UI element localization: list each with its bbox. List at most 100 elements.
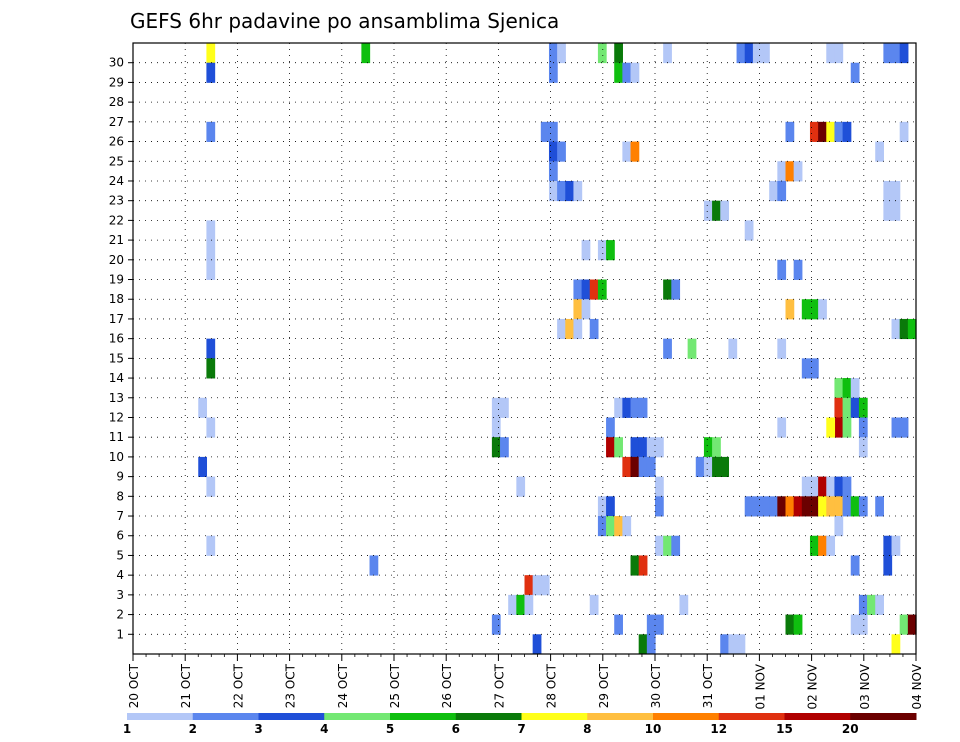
heatmap-cell: [842, 378, 852, 399]
y-tick-label: 14: [109, 371, 124, 385]
heatmap-cell: [891, 180, 901, 202]
heatmap-cell: [834, 397, 844, 418]
x-tick-labels: 20 OCT 21 OCT 22 OCT 23 OCT 24 OCT 25 OCT 26 O…: [127, 663, 924, 709]
heatmap-cell: [491, 397, 501, 418]
colorbar-label: 15: [776, 722, 793, 736]
heatmap-cell: [842, 121, 852, 142]
heatmap-cell: [557, 141, 566, 162]
heatmap-cell: [655, 437, 664, 458]
y-tick-label: 12: [109, 410, 124, 424]
heatmap-cell: [842, 476, 852, 497]
colorbar-label: 8: [583, 722, 591, 736]
heatmap-cell: [703, 437, 713, 458]
y-tick-label: 30: [109, 56, 124, 70]
heatmap-cell: [500, 437, 509, 458]
heatmap-cell: [891, 634, 901, 655]
heatmap-cell: [548, 43, 558, 64]
heatmap-cell: [646, 437, 656, 458]
colorbar-label: 7: [517, 722, 525, 736]
heatmap-cell: [809, 476, 819, 497]
heatmap-cell: [907, 318, 917, 340]
x-tick-label: 27 OCT: [492, 663, 506, 708]
heatmap-cell: [557, 180, 566, 202]
heatmap-cell: [573, 279, 583, 300]
y-tick-labels: 1234567891011121314151617181920212223242…: [109, 56, 124, 642]
heatmap-cell: [883, 200, 893, 221]
heatmap-cell: [858, 496, 868, 517]
heatmap-cell: [834, 121, 844, 142]
heatmap-cell: [883, 180, 893, 202]
heatmap-cell: [581, 299, 591, 320]
heatmap-cell: [744, 43, 754, 64]
heatmap-cell: [606, 496, 615, 517]
heatmap-cell: [614, 516, 623, 537]
y-tick-label: 29: [109, 75, 124, 89]
x-tick-label: 01 NOV: [753, 663, 767, 709]
colorbar-swatch: [587, 713, 654, 720]
heatmap-cell: [655, 535, 664, 556]
heatmap-cell: [695, 456, 705, 478]
heatmap-cell: [801, 496, 811, 517]
x-tick-label: 28 OCT: [545, 663, 559, 708]
heatmap-cell: [206, 417, 216, 438]
y-tick-label: 18: [109, 292, 124, 306]
heatmap-cell: [548, 121, 558, 142]
heatmap-cell: [508, 594, 517, 615]
heatmap-cell: [622, 456, 632, 478]
colorbar-label: 12: [710, 722, 727, 736]
colorbar-label: 20: [842, 722, 859, 736]
heatmap-cell: [622, 141, 632, 162]
heatmap-cell: [858, 397, 868, 418]
heatmap-cells: [198, 43, 917, 655]
heatmap-cell: [630, 437, 640, 458]
heatmap-cell: [826, 43, 836, 64]
heatmap-cell: [206, 259, 216, 280]
heatmap-cell: [369, 555, 379, 576]
heatmap-cell: [752, 496, 762, 517]
heatmap-cell: [606, 516, 615, 537]
heatmap-cell: [663, 338, 672, 359]
heatmap-cell: [720, 456, 730, 478]
grid-lines: [133, 43, 916, 654]
heatmap-cell: [899, 121, 909, 142]
heatmap-cell: [622, 397, 632, 418]
x-tick-label: 31 OCT: [701, 663, 715, 708]
y-tick-label: 28: [109, 95, 124, 109]
heatmap-cell: [548, 180, 558, 202]
heatmap-cell: [606, 437, 615, 458]
heatmap-cell: [728, 634, 738, 655]
heatmap-cell: [606, 240, 615, 261]
colorbar-label: 6: [452, 722, 460, 736]
y-tick-label: 17: [109, 312, 124, 326]
heatmap-cell: [801, 299, 811, 320]
heatmap-cell: [712, 200, 721, 221]
heatmap-cell: [809, 535, 819, 556]
heatmap-cell: [842, 496, 852, 517]
heatmap-cell: [663, 43, 672, 64]
colorbar-label: 2: [189, 722, 197, 736]
heatmap-cell: [565, 180, 575, 202]
heatmap-cell: [638, 456, 648, 478]
heatmap-cell: [809, 299, 819, 320]
heatmap-cell: [907, 614, 917, 635]
heatmap-cell: [834, 378, 844, 399]
heatmap-cell: [883, 535, 893, 556]
heatmap-cell: [206, 476, 216, 497]
heatmap-cell: [793, 161, 803, 182]
heatmap-cell: [589, 594, 599, 615]
heatmap-cell: [899, 417, 909, 438]
heatmap-cell: [712, 437, 721, 458]
heatmap-cell: [703, 200, 713, 221]
heatmap-cell: [630, 555, 640, 576]
axes: [128, 42, 917, 661]
heatmap-cell: [597, 279, 607, 300]
heatmap-cell: [614, 43, 623, 64]
colorbar-swatch: [390, 713, 457, 720]
heatmap-cell: [655, 476, 664, 497]
colorbar-swatch: [192, 713, 259, 720]
x-tick-label: 21 OCT: [179, 663, 193, 708]
heatmap-cell: [679, 594, 689, 615]
heatmap-cell: [548, 161, 558, 182]
heatmap-cell: [850, 555, 860, 576]
